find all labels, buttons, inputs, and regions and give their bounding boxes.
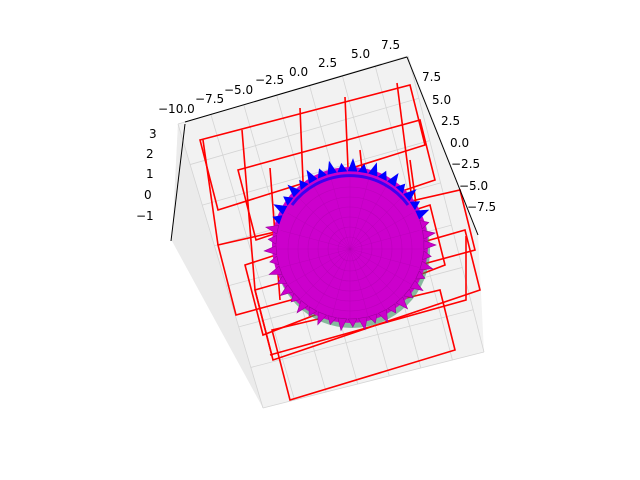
wireframe-box-edge [254,289,273,357]
y-tick-label: 5.0 [432,93,451,107]
wireframe-box-edge [269,236,467,356]
sphere-spike [283,196,294,206]
sphere-spike [409,279,424,292]
sphere-spike [327,315,337,326]
y-tick-label: 7.5 [422,70,441,84]
sphere-spike [409,201,421,211]
sphere-spike [423,240,437,250]
sphere-spike [387,172,399,187]
gridline [202,140,430,206]
sphere-spike [403,288,414,299]
wireframe-box-edge [241,129,256,291]
sphere-spike [277,275,288,284]
sphere-spike [419,260,434,270]
spherical-surface [263,158,437,332]
sphere-spike [268,265,283,275]
x-tick-labels: −10.0 −7.5 −5.0 −2.5 0.0 2.5 5.0 7.5 [158,38,400,116]
sphere-spike [337,162,348,173]
sphere-spike [287,184,301,198]
y-tick-label: 0.0 [450,136,469,150]
gridline [177,123,264,409]
z-tick-label: 0 [144,188,152,202]
gridline [190,97,419,165]
y-tick-label: −5.0 [459,179,488,193]
sphere-spike [422,250,432,261]
sphere-spike [296,299,309,314]
x-tick-label: −2.5 [255,73,284,87]
x-tick-label: −5.0 [224,83,253,97]
sphere-spike [395,183,406,194]
sphere-spike [263,245,277,255]
sphere-spike [265,224,280,235]
sphere-spike [387,303,397,314]
sphere-spike [327,160,337,175]
sphere-spike [377,170,387,182]
sphere-spike [395,296,409,310]
wireframe-box-face [199,84,426,212]
wireframe-box-edge [396,82,413,201]
z-axis-line [170,123,186,242]
sphere-spike [290,292,301,303]
sphere-spike [267,234,277,245]
sphere-spike [269,255,280,266]
sphere-spike [415,270,426,280]
sphere-rim-top [290,174,410,206]
y-tick-labels: 7.5 5.0 2.5 0.0 −2.5 −5.0 −7.5 [422,70,496,214]
y-tick-label: 2.5 [441,114,460,128]
y-tick-label: −7.5 [467,200,496,214]
axes-pane-side [172,124,263,408]
x-axis-line [184,56,408,123]
gridline [250,309,474,368]
sphere-spike [317,311,327,326]
sphere-spike [337,317,348,332]
sphere-spike [415,209,430,220]
sphere-spike [317,168,328,179]
z-tick-label: −1 [136,209,154,223]
sphere-spike [368,162,378,177]
wireframe-box-edge [202,139,219,246]
sphere-spike [279,284,294,297]
z-tick-label: 2 [146,147,154,161]
x-tick-label: 0.0 [289,65,308,79]
x-tick-label: −10.0 [158,102,195,116]
wireframe-box-face [237,119,436,242]
x-tick-label: 5.0 [351,47,370,61]
gridline [262,351,485,409]
x-tick-label: 7.5 [381,38,400,52]
sphere-spike [357,316,368,331]
z-tick-label: 3 [149,127,157,141]
sphere-spike [308,306,318,317]
sphere-spike [368,313,378,324]
sphere-spike [347,158,358,172]
sphere-spike [419,219,430,230]
sphere-mesh-line [280,230,420,268]
sphere-spike [273,204,288,215]
x-tick-label: −7.5 [195,92,224,106]
sphere-spike [347,318,358,328]
sphere-spike [377,308,389,324]
sphere-spike [403,189,417,202]
y-tick-label: −2.5 [451,157,480,171]
sphere-spike [422,229,437,240]
x-tick-label: 2.5 [318,56,337,70]
sphere-spike [272,215,283,225]
gridline [407,55,485,353]
sphere-spike [299,179,309,191]
y-axis-line [406,56,479,236]
z-tick-label: 1 [146,167,154,181]
z-tick-labels: 3 2 1 0 −1 [136,127,157,223]
sphere-spike [357,163,368,174]
sphere-spike [306,169,318,184]
